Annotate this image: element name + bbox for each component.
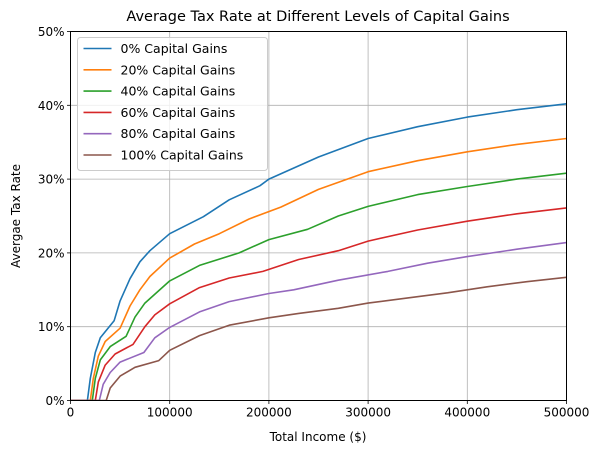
x-tick-label: 500000 — [544, 406, 590, 420]
series-line-3 — [70, 207, 567, 401]
plot-frame — [70, 31, 567, 401]
y-tick-label: 20% — [38, 246, 65, 260]
legend: 0% Capital Gains 20% Capital Gains 40% Cap… — [77, 37, 268, 171]
chart-title: Average Tax Rate at Different Levels of … — [126, 9, 509, 25]
y-tick-label: 50% — [38, 25, 65, 39]
y-axis-label: Avergae Tax Rate — [9, 164, 23, 268]
series-line-1 — [70, 137, 567, 401]
y-tick-label: 30% — [38, 173, 65, 187]
y-tick-label: 40% — [38, 99, 65, 113]
x-tick-label: 100000 — [147, 406, 193, 420]
legend-label: 20% Capital Gains — [121, 62, 236, 77]
legend-box — [77, 37, 268, 171]
series-lines — [70, 103, 567, 401]
y-tick-label: 0% — [45, 394, 64, 408]
x-tick-label: 200000 — [246, 406, 292, 420]
legend-label: 80% Capital Gains — [121, 126, 236, 141]
series-line-5 — [70, 276, 567, 401]
series-line-4 — [70, 241, 567, 401]
series-line-2 — [70, 172, 567, 401]
ticks: 0 100000 200000 300000 400000 500000 0% 10% 20% 3… — [38, 25, 590, 420]
x-tick-label: 0 — [67, 406, 75, 420]
legend-label: 0% Capital Gains — [121, 41, 228, 56]
legend-label: 60% Capital Gains — [121, 105, 236, 120]
x-tick-label: 300000 — [345, 406, 391, 420]
series-line-0 — [70, 103, 567, 401]
x-axis-label: Total Income ($) — [269, 430, 367, 444]
legend-label: 100% Capital Gains — [121, 148, 244, 163]
y-tick-label: 10% — [38, 320, 65, 334]
legend-label: 40% Capital Gains — [121, 84, 236, 99]
x-tick-label: 400000 — [444, 406, 490, 420]
